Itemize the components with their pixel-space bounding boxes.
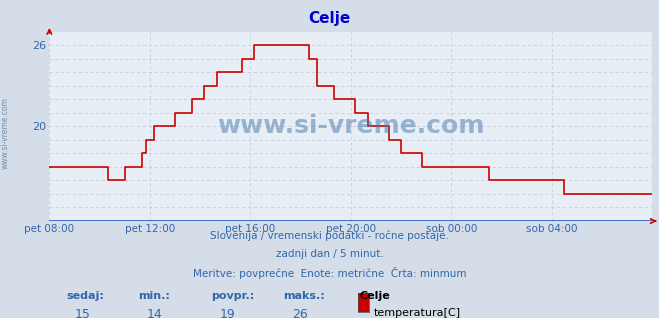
Text: temperatura[C]: temperatura[C] [374,308,461,318]
Text: Celje: Celje [308,11,351,26]
Text: min.:: min.: [138,291,170,301]
Text: 26: 26 [292,308,308,318]
Text: 14: 14 [147,308,163,318]
Text: Meritve: povprečne  Enote: metrične  Črta: minmum: Meritve: povprečne Enote: metrične Črta:… [192,267,467,280]
Text: maks.:: maks.: [283,291,325,301]
Text: Slovenija / vremenski podatki - ročne postaje.: Slovenija / vremenski podatki - ročne po… [210,231,449,241]
Text: www.si-vreme.com: www.si-vreme.com [1,98,10,169]
Text: Celje: Celje [359,291,390,301]
Text: zadnji dan / 5 minut.: zadnji dan / 5 minut. [275,249,384,259]
Text: povpr.:: povpr.: [211,291,254,301]
Text: www.si-vreme.com: www.si-vreme.com [217,114,484,138]
Text: sedaj:: sedaj: [66,291,103,301]
Text: 19: 19 [219,308,235,318]
Text: 15: 15 [74,308,90,318]
